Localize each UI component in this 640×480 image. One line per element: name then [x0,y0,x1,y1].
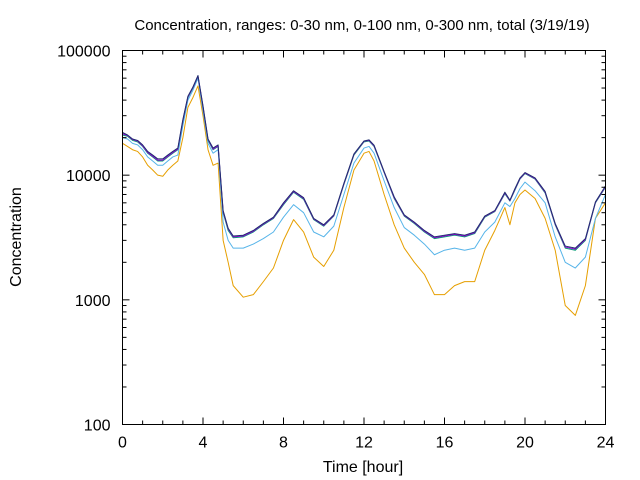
x-tick-label: 16 [436,435,454,452]
x-axis-label: Time [hour] [323,459,403,476]
y-tick-label: 100000 [57,44,110,61]
series-line-3 [122,75,606,251]
ticks-layer: 0 4 8 12 16 20 24 100 1000 10000 100000 [57,44,614,452]
y-tick-label: 1000 [75,293,111,310]
chart-title: Concentration, ranges: 0-30 nm, 0-100 nm… [134,17,589,34]
x-tick-label: 24 [597,435,615,452]
plot-frame [122,50,606,425]
series-line-4 [122,75,606,250]
x-tick-label: 0 [118,435,127,452]
x-tick-label: 8 [279,435,288,452]
series-line-1 [122,85,606,316]
x-tick-label: 12 [355,435,373,452]
series-line-2 [122,77,606,269]
y-tick-label: 100 [84,418,111,435]
x-tick-label: 4 [199,435,208,452]
series-line-5 [122,75,606,249]
series-layer [122,75,606,316]
y-tick-label: 10000 [66,168,111,185]
x-tick-label: 20 [516,435,534,452]
y-axis-label: Concentration [8,187,25,287]
